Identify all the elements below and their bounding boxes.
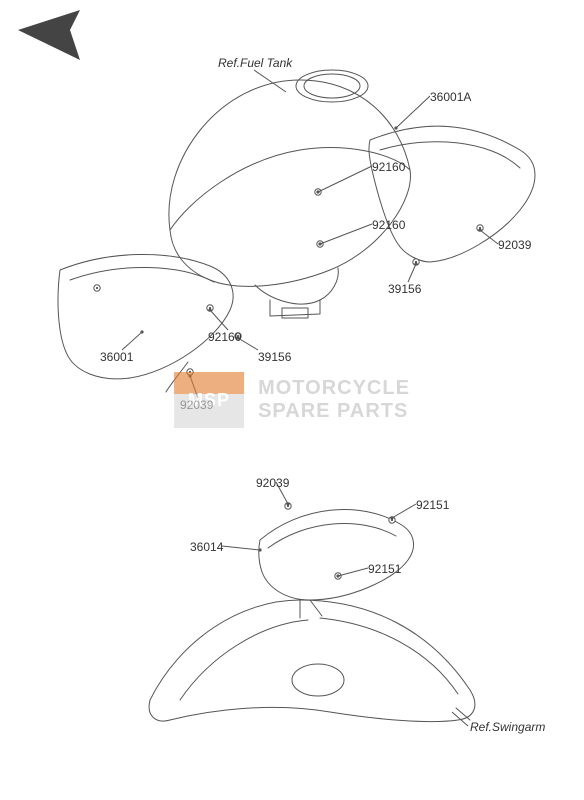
callout-39156-l: 39156 <box>258 350 291 364</box>
callout-39156-r: 39156 <box>388 282 421 296</box>
callout-92039-l: 92039 <box>180 398 213 412</box>
callout-92160-l: 92160 <box>208 330 241 344</box>
line-art <box>0 0 584 800</box>
callout-92039-b: 92039 <box>256 476 289 490</box>
diagram-stage: Ref.Fuel Tank Ref.Swingarm 36001A 92160 … <box>0 0 584 800</box>
callout-92151-b: 92151 <box>368 562 401 576</box>
ref-fuel-tank-label: Ref.Fuel Tank <box>218 56 292 70</box>
callout-36014: 36014 <box>190 540 223 554</box>
callout-92160-b: 92160 <box>372 218 405 232</box>
callout-36001: 36001 <box>100 350 133 364</box>
ref-swingarm-label: Ref.Swingarm <box>470 720 545 734</box>
callout-92151-r: 92151 <box>416 498 449 512</box>
callout-92160-a: 92160 <box>372 160 405 174</box>
callout-92039-r: 92039 <box>498 238 531 252</box>
callout-36001a: 36001A <box>430 90 471 104</box>
